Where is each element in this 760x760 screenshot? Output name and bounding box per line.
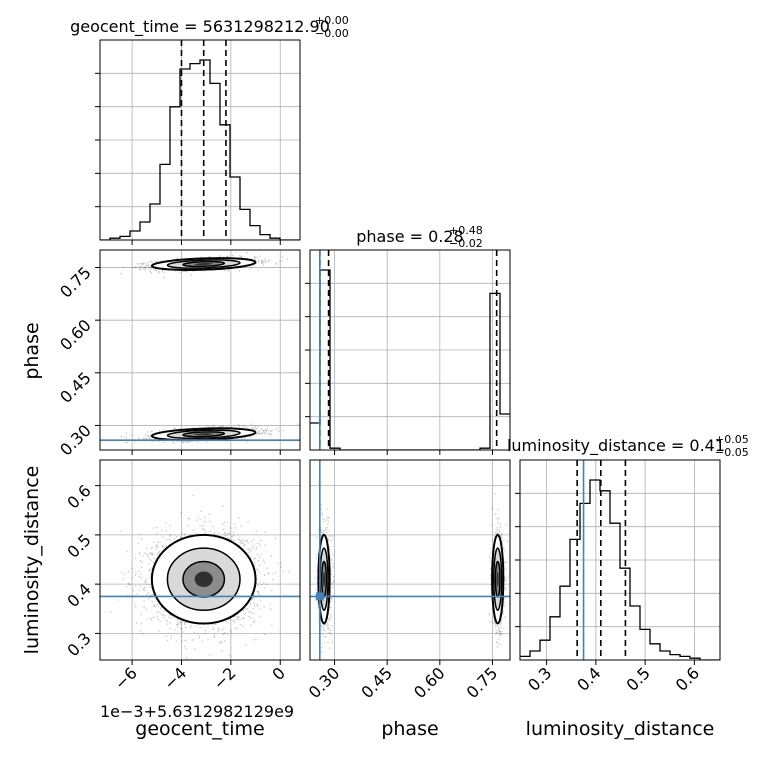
panel-phase-vs-luminosity_distance: 0.30 0.45 0.60 0.75 — [305, 459, 511, 702]
yticklabel-geocent_time-vs-phase-2: 0.60 — [56, 316, 95, 355]
frame-hist-phase — [309, 249, 511, 451]
xlabel-luminosity-distance: luminosity_distance — [526, 718, 715, 740]
xticklabel-geocent_time-vs-luminosity_distance-3: 0 — [268, 663, 289, 684]
panel-hist-geocent_time — [95, 39, 301, 245]
frame-phase-vs-luminosity_distance — [309, 459, 511, 661]
contour-phase-vs-luminosity_distance-0-3 — [323, 571, 326, 587]
xaxis-offset-text: 1e−3+5.6312982129e9 — [100, 702, 294, 721]
scatter-geocent_time-vs-phase — [100, 252, 299, 444]
yticklabel-geocent_time-vs-phase-3: 0.75 — [56, 263, 95, 302]
yticklabel-geocent_time-vs-luminosity_distance-3: 0.6 — [63, 481, 94, 512]
panel-hist-luminosity_distance: 0.3 0.4 0.5 0.6 — [515, 459, 721, 695]
title-geocent-time: geocent_time = 5631298212.90 — [70, 17, 330, 37]
yticklabel-geocent_time-vs-phase-0: 0.30 — [56, 421, 95, 460]
frame-hist-geocent_time — [99, 39, 301, 241]
panel-geocent_time-vs-phase: 0.30 0.45 0.60 0.75 — [56, 249, 301, 460]
xticklabel-geocent_time-vs-luminosity_distance-1: −4 — [160, 663, 190, 693]
frame-geocent_time-vs-phase — [99, 249, 301, 451]
contour-geocent_time-vs-phase-1-3 — [194, 433, 213, 436]
xlabel-phase: phase — [381, 718, 438, 740]
xticklabel-phase-vs-luminosity_distance-2: 0.60 — [410, 663, 449, 702]
title-luminosity-distance: luminosity_distance = 0.41 — [507, 436, 725, 456]
yticklabel-geocent_time-vs-luminosity_distance-1: 0.4 — [63, 580, 94, 611]
yticklabel-geocent_time-vs-luminosity_distance-2: 0.5 — [63, 530, 94, 561]
yticklabel-geocent_time-vs-luminosity_distance-0: 0.3 — [63, 629, 94, 660]
xticklabel-hist-luminosity_distance-1: 0.4 — [573, 663, 604, 694]
hist-line-luminosity_distance — [520, 479, 720, 660]
frame-geocent_time-vs-luminosity_distance — [99, 459, 301, 661]
truth-point-phase-vs-luminosity_distance — [315, 592, 324, 601]
yticklabel-geocent_time-vs-phase-1: 0.45 — [56, 368, 95, 407]
xticklabel-hist-luminosity_distance-0: 0.3 — [524, 663, 555, 694]
title-phase-sub: −0.02 — [449, 237, 483, 250]
hist-line-geocent_time — [100, 59, 300, 240]
xticklabel-phase-vs-luminosity_distance-1: 0.45 — [357, 663, 396, 702]
contour-phase-vs-luminosity_distance-1-3 — [496, 571, 499, 587]
ylabel-luminosity-distance: luminosity_distance — [21, 466, 43, 655]
xlabel-geocent-time: geocent_time — [135, 718, 264, 740]
xticklabel-phase-vs-luminosity_distance-3: 0.75 — [463, 663, 502, 702]
title-luminosity-distance-sub: −0.05 — [715, 446, 749, 459]
contour-geocent_time-vs-luminosity_distance-0-3 — [194, 571, 213, 587]
contour-geocent_time-vs-phase-0-3 — [194, 263, 213, 266]
title-phase: phase = 0.28 — [356, 227, 463, 246]
xticklabel-hist-luminosity_distance-3: 0.6 — [672, 663, 703, 694]
panel-hist-phase — [305, 249, 511, 455]
xticklabel-phase-vs-luminosity_distance-0: 0.30 — [305, 663, 344, 702]
panel-geocent_time-vs-luminosity_distance: −6 −4 −2 0 0.3 0.4 0.5 0.6 — [63, 459, 301, 694]
scatter-phase-vs-luminosity_distance — [314, 493, 508, 653]
title-geocent-time-sub: −0.00 — [315, 27, 349, 40]
xticklabel-geocent_time-vs-luminosity_distance-2: −2 — [210, 663, 240, 693]
title-phase-sup: +0.48 — [449, 224, 483, 237]
title-geocent-time-sup: +0.00 — [315, 14, 349, 27]
title-luminosity-distance-sup: +0.05 — [715, 433, 749, 446]
frame-hist-luminosity_distance — [519, 459, 721, 661]
hist-line-phase — [310, 269, 510, 450]
xticklabel-hist-luminosity_distance-2: 0.5 — [623, 663, 654, 694]
ylabel-phase: phase — [21, 322, 43, 379]
xticklabel-geocent_time-vs-luminosity_distance-0: −6 — [111, 663, 141, 693]
